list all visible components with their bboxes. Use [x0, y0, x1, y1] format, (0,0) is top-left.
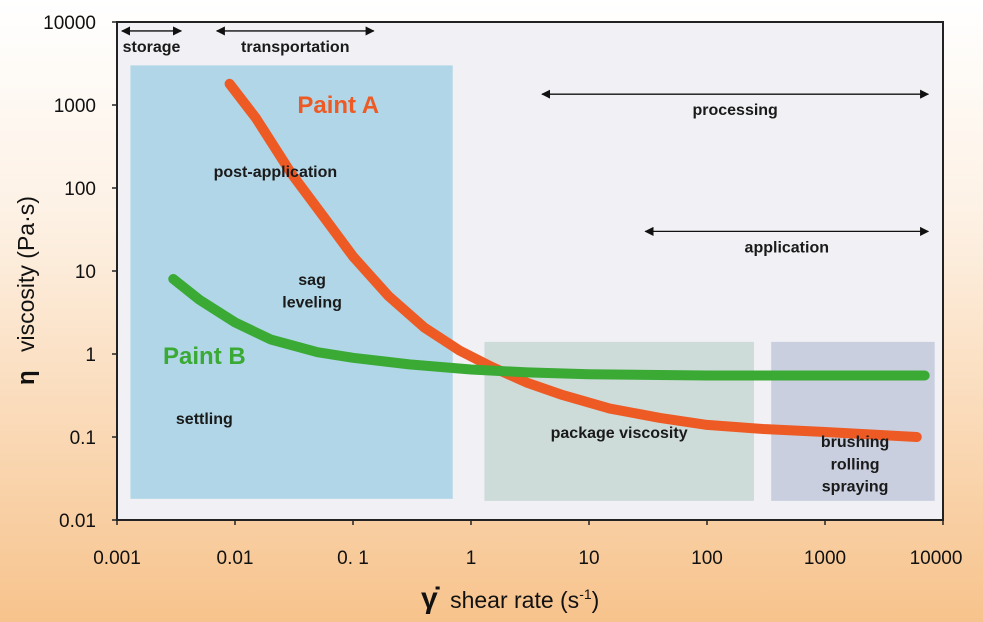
y-tick-label: 10 — [75, 262, 96, 283]
y-axis-label: viscosity (Pa·s) — [13, 196, 39, 352]
transportation-range-label: transportation — [241, 39, 349, 56]
x-tick-label: 100 — [691, 548, 723, 569]
x-tick-label: 1 — [466, 548, 477, 569]
x-tick-label: 0.001 — [93, 548, 141, 569]
x-tick-label: 10 — [578, 548, 599, 569]
package-viscosity-label: package viscosity — [551, 425, 688, 442]
spraying-label: spraying — [822, 479, 889, 496]
y-tick-label: 10000 — [43, 13, 96, 34]
y-tick-label: 1 — [85, 345, 96, 366]
paint-b-curve — [168, 274, 930, 381]
application-region — [771, 341, 935, 501]
x-axis-label: γ̇ shear rate (s-1) — [421, 582, 599, 615]
y-tick-label: 100 — [64, 179, 96, 200]
y-axis-symbol: η — [13, 370, 40, 385]
post-application-label: post-application — [214, 164, 338, 181]
settling-label: settling — [176, 411, 233, 428]
paint-a-label: Paint A — [297, 92, 379, 119]
brushing-label: brushing — [821, 434, 889, 451]
x-tick-label: 0.01 — [217, 548, 254, 569]
x-axis-symbol: γ̇ — [421, 582, 441, 615]
y-tick-label: 0.1 — [70, 428, 96, 449]
processing-range-label: processing — [692, 102, 777, 119]
x-tick-label: 1000 — [804, 548, 846, 569]
sag-label: sag — [298, 272, 326, 289]
paint-b-label: Paint B — [163, 343, 246, 370]
application-range-label: application — [745, 239, 829, 256]
x-tick-label: 10000 — [910, 548, 963, 569]
y-tick-label: 1000 — [54, 96, 96, 117]
storage-range-label: storage — [123, 39, 181, 56]
leveling-label: leveling — [282, 294, 342, 311]
x-tick-label: 0. 1 — [337, 548, 369, 569]
rolling-label: rolling — [831, 456, 880, 473]
y-tick-label: 0.01 — [59, 511, 96, 532]
